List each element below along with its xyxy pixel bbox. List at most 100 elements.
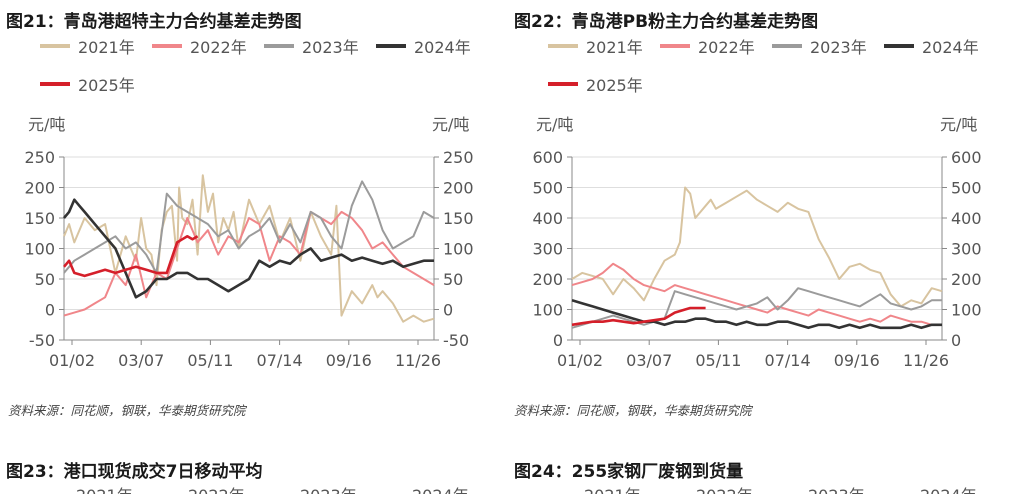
x-tick-label: 03/07 <box>118 351 164 370</box>
x-tick-label: 03/07 <box>626 351 672 370</box>
y-tick-label-right: 0 <box>443 301 453 320</box>
y-tick-label-left: 250 <box>24 148 55 167</box>
legend-label-2024: 2024年 <box>920 486 977 494</box>
legend-label-2022: 2022年 <box>696 486 753 494</box>
x-tick-label: 11/26 <box>395 351 441 370</box>
legend-item-2023: 2023年 <box>772 34 867 58</box>
figure-23-title: 图23：港口现货成交7日移动平均 <box>6 462 263 482</box>
legend-item-2022: 2022年 <box>152 34 247 58</box>
x-tick-label: 05/11 <box>187 351 233 370</box>
y-tick-label-left: 50 <box>35 270 55 289</box>
legend-label-2025: 2025年 <box>78 76 135 95</box>
legend-label-2023: 2023年 <box>302 38 359 57</box>
legend-label-2025: 2025年 <box>586 76 643 95</box>
x-tick-label: 09/16 <box>834 351 880 370</box>
y-tick-label-right: -50 <box>443 331 469 350</box>
figure-21-chart: 元/吨 元/吨 -50 -50 0 0 50 50 100 100 150 150 200 200 250 2… <box>24 115 474 370</box>
y-tick-label-right: 300 <box>951 240 982 259</box>
figure-23-legend-clipped: 2021年 2022年 2023年 2024年 <box>40 486 500 494</box>
legend-swatch-2023 <box>772 44 802 48</box>
y-tick-label-right: 50 <box>443 270 463 289</box>
legend-item-2024: 2024年 <box>884 34 979 58</box>
legend-label-2024: 2024年 <box>412 486 469 494</box>
left-axis-unit: 元/吨 <box>28 115 65 134</box>
x-tick-label: 01/02 <box>49 351 95 370</box>
y-tick-label-right: 500 <box>951 179 982 198</box>
series-line-2023 <box>571 287 942 329</box>
series-line-2021 <box>571 186 943 308</box>
x-tick-label: 07/14 <box>257 351 303 370</box>
legend-swatch-2022 <box>660 44 690 48</box>
series-line-2024 <box>63 198 434 299</box>
legend-swatch-2024 <box>376 44 406 48</box>
legend-label-2022: 2022年 <box>698 38 755 57</box>
series-line-2022 <box>571 262 942 326</box>
y-tick-label-left: -50 <box>29 331 55 350</box>
series-line-2024 <box>571 299 942 330</box>
legend-swatch-2022 <box>152 44 182 48</box>
legend-item-2024: 2024年 <box>376 34 471 58</box>
y-tick-label-right: 250 <box>443 148 474 167</box>
series-line-2022 <box>63 210 435 317</box>
y-tick-label-left: 200 <box>532 270 563 289</box>
y-tick-label-left: 100 <box>24 240 55 259</box>
legend-swatch-2025 <box>548 82 578 86</box>
y-tick-label-left: 100 <box>532 301 563 320</box>
y-tick-label-right: 600 <box>951 148 982 167</box>
figure-24-legend-clipped: 2021年 2022年 2023年 2024年 <box>548 486 1008 494</box>
y-tick-label-left: 300 <box>532 240 563 259</box>
x-tick-label: 07/14 <box>765 351 811 370</box>
y-tick-label-left: 150 <box>24 209 55 228</box>
legend-item-2025: 2025年 <box>40 72 135 96</box>
legend-label-2024: 2024年 <box>414 38 471 57</box>
legend-label-2022: 2022年 <box>190 38 247 57</box>
x-tick-label: 01/02 <box>557 351 603 370</box>
legend-label-2021: 2021年 <box>76 486 133 494</box>
series-line-2021 <box>63 174 435 323</box>
left-axis-unit: 元/吨 <box>536 115 573 134</box>
figure-21-legend: 2021年 2022年 2023年 2024年 2025年 <box>40 34 500 98</box>
legend-swatch-2021 <box>40 44 70 48</box>
y-tick-label-right: 100 <box>951 301 982 320</box>
legend-label-2022: 2022年 <box>188 486 245 494</box>
figure-24-title: 图24：255家钢厂废钢到货量 <box>514 462 744 482</box>
figure-22-chart: 元/吨 元/吨 0 0 100 100 200 200 300 300 400 400 500 500 60… <box>532 115 982 370</box>
y-tick-label-right: 100 <box>443 240 474 259</box>
legend-item-2022: 2022年 <box>660 34 755 58</box>
y-tick-label-left: 0 <box>553 331 563 350</box>
legend-label-2021: 2021年 <box>586 38 643 57</box>
figure-22-title: 图22：青岛港PB粉主力合约基差走势图 <box>514 12 819 32</box>
legend-label-2023: 2023年 <box>300 486 357 494</box>
right-axis-unit: 元/吨 <box>432 115 469 134</box>
legend-label-2021: 2021年 <box>78 38 135 57</box>
legend-label-2023: 2023年 <box>808 486 865 494</box>
figure-21-title: 图21：青岛港超特主力合约基差走势图 <box>6 12 302 32</box>
figure-22-source: 资料来源：同花顺，钢联，华泰期货研究院 <box>514 403 752 418</box>
x-tick-label: 05/11 <box>695 351 741 370</box>
y-tick-label-left: 500 <box>532 179 563 198</box>
legend-label-2021: 2021年 <box>584 486 641 494</box>
legend-swatch-2021 <box>548 44 578 48</box>
figure-22-legend: 2021年 2022年 2023年 2024年 2025年 <box>548 34 1008 98</box>
y-tick-label-right: 0 <box>951 331 961 350</box>
y-tick-label-right: 400 <box>951 209 982 228</box>
legend-swatch-2023 <box>264 44 294 48</box>
right-axis-unit: 元/吨 <box>940 115 977 134</box>
legend-label-2024: 2024年 <box>922 38 979 57</box>
legend-item-2021: 2021年 <box>40 34 135 58</box>
x-tick-label: 09/16 <box>326 351 372 370</box>
series-line-2023 <box>63 180 435 274</box>
y-tick-label-right: 200 <box>443 179 474 198</box>
x-tick-label: 11/26 <box>903 351 949 370</box>
legend-swatch-2025 <box>40 82 70 86</box>
series-line-2025 <box>63 235 199 278</box>
figure-21-source: 资料来源：同花顺，钢联，华泰期货研究院 <box>8 403 246 418</box>
y-tick-label-left: 600 <box>532 148 563 167</box>
legend-item-2023: 2023年 <box>264 34 359 58</box>
legend-swatch-2024 <box>884 44 914 48</box>
y-tick-label-right: 200 <box>951 270 982 289</box>
y-tick-label-left: 0 <box>45 301 55 320</box>
series-line-2025 <box>571 306 706 327</box>
y-tick-label-right: 150 <box>443 209 474 228</box>
legend-item-2025: 2025年 <box>548 72 643 96</box>
